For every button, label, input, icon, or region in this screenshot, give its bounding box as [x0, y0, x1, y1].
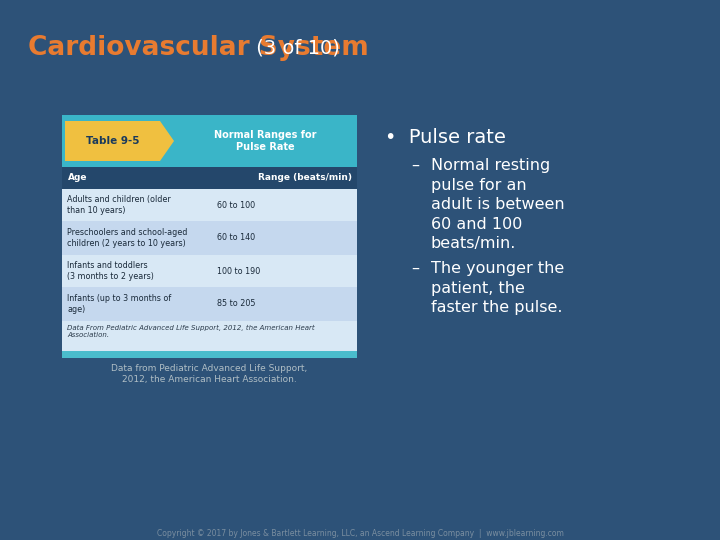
Text: Cardiovascular System: Cardiovascular System — [28, 35, 369, 61]
Text: 100 to 190: 100 to 190 — [217, 267, 260, 275]
FancyBboxPatch shape — [62, 115, 357, 167]
Text: Copyright © 2017 by Jones & Bartlett Learning, LLC, an Ascend Learning Company  : Copyright © 2017 by Jones & Bartlett Lea… — [156, 529, 564, 537]
Text: Normal Ranges for
Pulse Rate: Normal Ranges for Pulse Rate — [215, 130, 317, 152]
Text: Infants (up to 3 months of
age): Infants (up to 3 months of age) — [67, 294, 171, 314]
Text: Data from Pediatric Advanced Life Support,
2012, the American Heart Association.: Data from Pediatric Advanced Life Suppor… — [112, 364, 307, 384]
FancyBboxPatch shape — [62, 221, 357, 255]
Text: 60 to 140: 60 to 140 — [217, 233, 255, 242]
Text: –: – — [411, 158, 419, 173]
Text: 60 to 100: 60 to 100 — [217, 200, 255, 210]
Text: The younger the
patient, the
faster the pulse.: The younger the patient, the faster the … — [431, 261, 564, 315]
FancyBboxPatch shape — [62, 189, 357, 221]
Text: Normal resting
pulse for an
adult is between
60 and 100
beats/min.: Normal resting pulse for an adult is bet… — [431, 158, 564, 251]
FancyBboxPatch shape — [62, 351, 357, 358]
Text: Range (beats/min): Range (beats/min) — [258, 173, 352, 183]
Text: (3 of 10): (3 of 10) — [250, 38, 339, 57]
Text: –: – — [411, 261, 419, 276]
Text: Data From Pediatric Advanced Life Support, 2012, the American Heart
Association.: Data From Pediatric Advanced Life Suppor… — [67, 325, 315, 339]
FancyBboxPatch shape — [62, 255, 357, 287]
Text: 85 to 205: 85 to 205 — [217, 300, 256, 308]
Text: Table 9-5: Table 9-5 — [86, 136, 139, 146]
FancyBboxPatch shape — [62, 167, 357, 189]
FancyBboxPatch shape — [65, 121, 160, 161]
Text: Age: Age — [68, 173, 88, 183]
Text: Preschoolers and school-aged
children (2 years to 10 years): Preschoolers and school-aged children (2… — [67, 228, 187, 248]
Text: Infants and toddlers
(3 months to 2 years): Infants and toddlers (3 months to 2 year… — [67, 261, 154, 281]
FancyBboxPatch shape — [62, 287, 357, 321]
FancyBboxPatch shape — [62, 321, 357, 351]
Text: •  Pulse rate: • Pulse rate — [385, 128, 506, 147]
Polygon shape — [160, 121, 174, 161]
Text: Adults and children (older
than 10 years): Adults and children (older than 10 years… — [67, 195, 171, 215]
